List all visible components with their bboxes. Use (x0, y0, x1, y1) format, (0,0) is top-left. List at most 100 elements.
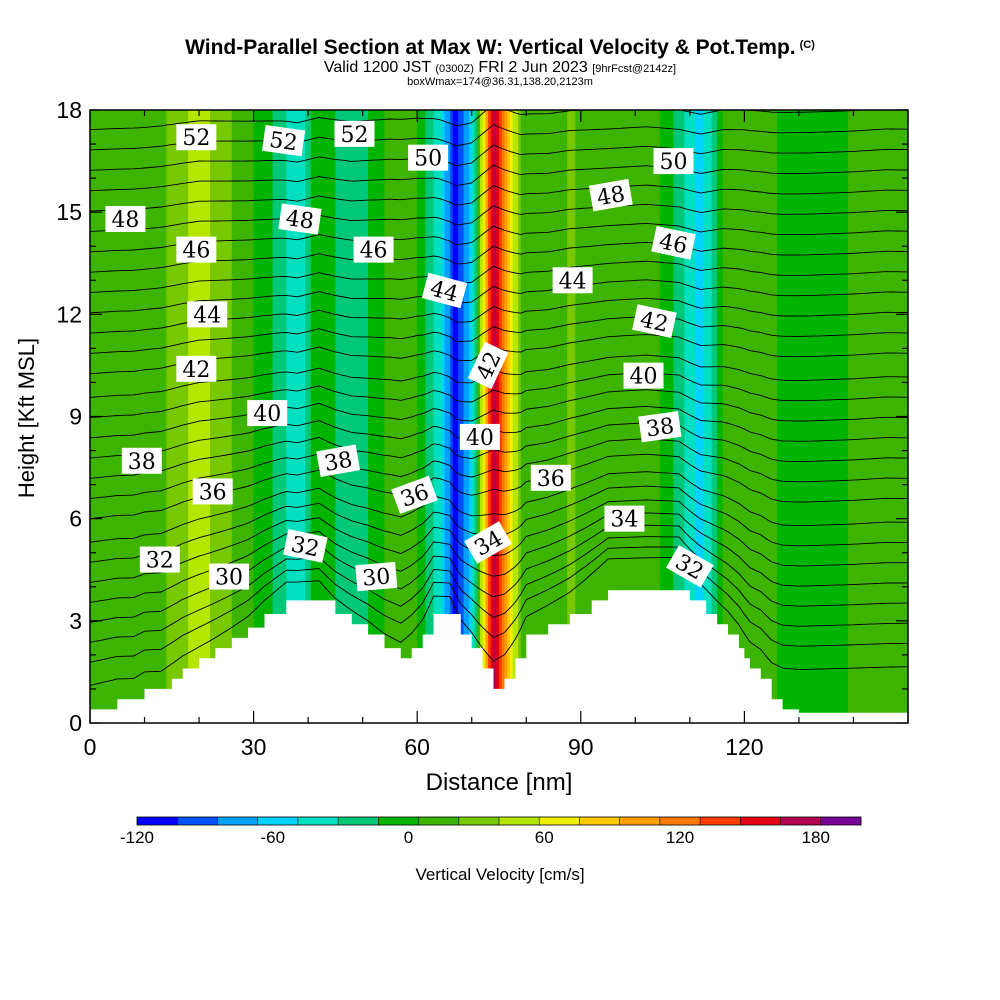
velocity-cell (526, 110, 530, 723)
contour-label: 46 (176, 236, 217, 264)
svg-text:48: 48 (595, 182, 627, 211)
svg-text:52: 52 (182, 126, 210, 151)
velocity-cell (872, 110, 876, 723)
velocity-cell (349, 110, 353, 723)
velocity-cell (888, 110, 893, 723)
colorbar-swatch (499, 817, 540, 825)
velocity-cell (687, 110, 691, 723)
velocity-cell (730, 110, 735, 723)
velocity-cell (422, 110, 426, 723)
contour-label: 46 (651, 225, 696, 260)
isentrope-line (90, 557, 908, 686)
velocity-cell (111, 110, 116, 723)
velocity-field (90, 110, 908, 723)
contour-label: 32 (139, 546, 180, 574)
colorbar-swatch (378, 817, 419, 825)
svg-text:32: 32 (146, 549, 174, 574)
isentrope-line (90, 110, 871, 131)
velocity-cell (539, 110, 544, 723)
velocity-cell (725, 110, 729, 723)
isentrope-line (90, 536, 908, 643)
velocity-cell (853, 110, 857, 723)
velocity-cell (605, 110, 609, 723)
velocity-cell (515, 110, 519, 723)
velocity-cell (891, 110, 895, 723)
velocity-cell (681, 110, 686, 723)
velocity-cell (376, 110, 380, 723)
velocity-cell (831, 110, 835, 723)
velocity-cell (597, 110, 601, 723)
velocity-cell (321, 110, 326, 723)
velocity-cell (722, 110, 726, 723)
velocity-cell (302, 110, 307, 723)
velocity-cell (708, 110, 713, 723)
contour-label: 48 (588, 178, 633, 212)
svg-text:40: 40 (253, 402, 281, 427)
velocity-cell (109, 110, 113, 723)
contour-label: 36 (530, 464, 571, 492)
velocity-cell (779, 110, 784, 723)
contour-label: 50 (653, 148, 694, 175)
contour-label: 30 (209, 563, 250, 591)
velocity-cell (755, 110, 759, 723)
velocity-cell (878, 110, 882, 723)
contour-label: 44 (187, 301, 228, 328)
contour-label: 38 (316, 444, 361, 478)
velocity-cell (834, 110, 838, 723)
velocity-cell (332, 110, 336, 723)
colorbar: -120 -60 0 60 120 180 (120, 816, 862, 847)
velocity-cell (793, 110, 797, 723)
isentrope-line (90, 372, 908, 419)
velocity-cell (621, 110, 626, 723)
velocity-cell (509, 110, 514, 723)
svg-text:52: 52 (340, 123, 368, 148)
isentrope-line (90, 184, 908, 212)
svg-text:44: 44 (559, 269, 587, 294)
velocity-cell (520, 110, 525, 723)
velocity-cell (308, 110, 312, 723)
velocity-cell (867, 110, 871, 723)
velocity-cell (171, 110, 176, 723)
velocity-cell (395, 110, 399, 723)
velocity-cell (160, 110, 165, 723)
velocity-cell (125, 110, 129, 723)
svg-text:50: 50 (660, 150, 688, 175)
chart-subtitle: Valid 1200 JST (0300Z) FRI 2 Jun 2023 [9… (0, 59, 1000, 77)
velocity-cell (490, 110, 495, 723)
velocity-cell (469, 110, 473, 723)
velocity-cell (316, 110, 320, 723)
svg-text:40: 40 (630, 365, 658, 390)
velocity-cell (343, 110, 347, 723)
contour-label: 36 (192, 478, 233, 505)
velocity-cell (463, 110, 467, 723)
velocity-cell (728, 110, 732, 723)
velocity-cell (242, 110, 247, 723)
velocity-cell (177, 110, 181, 723)
velocity-cell (122, 110, 127, 723)
velocity-cell (458, 110, 462, 723)
velocity-cell (207, 110, 211, 723)
isentrope-line (90, 203, 908, 232)
velocity-cell (488, 110, 492, 723)
velocity-cell (586, 110, 590, 723)
colorbar-swatch (338, 817, 379, 825)
subtitle-utc: (0300Z) (435, 63, 474, 75)
velocity-cell (594, 110, 598, 723)
velocity-cell (220, 110, 225, 723)
velocity-cell (114, 110, 118, 723)
velocity-cell (752, 110, 756, 723)
velocity-cell (569, 110, 574, 723)
y-tick-label: 3 (69, 608, 82, 634)
velocity-cell (351, 110, 356, 723)
velocity-cell (209, 110, 214, 723)
x-tick-label: 60 (404, 734, 430, 760)
colorbar-swatch (740, 817, 781, 825)
velocity-cell (166, 110, 170, 723)
subtitle-valid-time: Valid 1200 JST (323, 59, 431, 76)
chart-title-mark: (C) (799, 39, 815, 51)
colorbar-swatch (780, 817, 822, 825)
velocity-cell (804, 110, 808, 723)
velocity-cell (766, 110, 770, 723)
isentrope-line (90, 164, 908, 192)
